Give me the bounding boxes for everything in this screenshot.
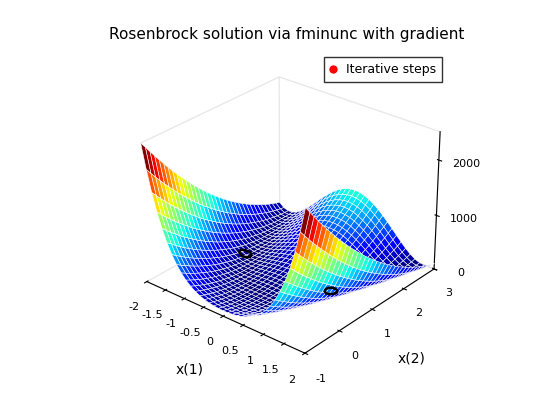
Title: Rosenbrock solution via fminunc with gradient: Rosenbrock solution via fminunc with gra…	[109, 27, 465, 42]
Legend: Iterative steps: Iterative steps	[324, 57, 442, 82]
X-axis label: x(1): x(1)	[176, 362, 204, 376]
Y-axis label: x(2): x(2)	[398, 352, 426, 366]
